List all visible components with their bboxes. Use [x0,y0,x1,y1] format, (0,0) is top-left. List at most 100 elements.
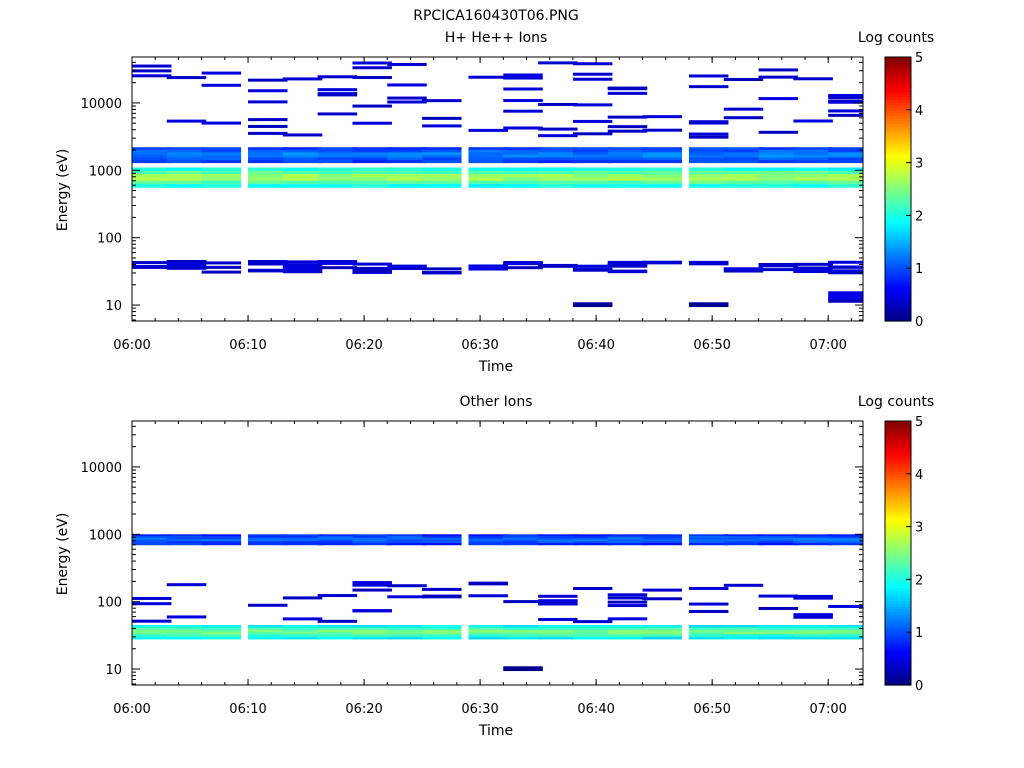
spectrogram-cell [793,627,833,631]
spectrogram-cell [758,174,799,178]
colorbar-swatch [885,59,911,63]
spectrogram-cell [828,298,863,301]
spectrogram-cell [688,305,729,308]
spectrogram-cell [607,536,648,539]
spectrogram-cell [828,154,863,158]
spectrogram-cell [468,636,508,640]
spectrogram-cell [723,536,764,539]
spectrogram-cell [166,154,207,158]
spectrogram-cell [503,667,543,669]
spectrogram-cell [828,296,863,300]
colorbar-swatch [885,545,911,549]
spectrogram-cell [793,636,833,640]
y-tick-label: 1000 [89,528,122,543]
spectrogram-cell [793,174,833,178]
colorbar-swatch [885,537,911,541]
spectrogram-cell [166,259,207,263]
spectrogram-cell [688,609,729,613]
spectrogram-cell [468,542,508,546]
spectrogram-cell [828,293,863,296]
colorbar-swatch [885,558,911,562]
spectrogram-cell [538,152,578,156]
spectrogram-cell [688,135,729,139]
colorbar-swatch [885,236,911,240]
x-tick-label: 06:40 [577,702,614,717]
colorbar-swatch [885,186,911,190]
spectrogram-cell [503,157,543,161]
axis-ticks: 06:00 06:10 06:20 06:30 06:40 06:50 07:00 10 100… [81,421,863,717]
spectrogram-cell [282,627,323,631]
colorbar-swatch [885,136,911,140]
spectrogram-cell [538,627,578,631]
colorbar-swatch [885,257,911,261]
spectrogram-cell [317,152,358,156]
spectrogram-cell [723,627,764,631]
spectrogram-cell [607,541,648,544]
colorbar-swatch [885,563,911,567]
spectrogram-cell [607,625,648,628]
x-tick-label: 06:50 [693,338,730,353]
spectrogram-cell [282,634,323,638]
spectrogram-cell [793,77,833,81]
spectrogram-cell [422,99,462,103]
colorbar-tick-label: 5 [915,415,923,430]
spectrogram-cell [422,625,462,628]
spectrogram-cell [828,265,863,269]
spectrogram-cell [642,261,683,265]
spectrogram-cell [723,269,764,273]
spectrogram-cell [468,147,508,151]
spectrogram-cell [607,593,648,597]
spectrogram-cell [248,183,288,188]
spectrogram-cell [688,636,729,640]
spectrogram-cell [132,174,172,178]
colorbar-swatch [885,72,911,77]
colorbar-swatch [885,579,911,583]
plot-frame [131,56,864,322]
colorbar-swatch [885,508,911,512]
spectrogram-cell [132,619,172,623]
spectrogram-cell [758,170,799,175]
spectrogram-cell [282,174,323,178]
spectrogram-cell [468,157,508,161]
colorbar-swatch [885,613,911,617]
colorbar-swatch [885,484,911,488]
spectrogram-cell [758,627,799,631]
spectrogram-cell [422,174,462,178]
colorbar-tick-label: 4 [915,104,923,119]
spectrogram-cell [723,267,764,271]
spectrogram-cell [642,174,683,178]
spectrogram-cell [723,625,764,628]
spectrogram-cell [503,627,543,631]
spectrogram-cell [642,180,683,185]
spectrogram-cell [607,147,648,151]
spectrogram-cell [607,636,648,640]
colorbar-swatch [885,452,911,456]
spectrogram-cell [468,541,508,544]
spectrogram-cell [387,267,427,271]
spectrogram-cell [352,170,392,175]
spectrogram-cell [132,542,172,546]
colorbar-swatch [885,189,911,193]
spectrogram-cell [503,666,543,668]
colorbar-swatch [885,223,911,227]
spectrogram-cell [572,304,613,306]
colorbar-swatch [885,83,911,87]
spectrogram-cell [572,302,613,305]
spectrogram-cell [387,83,427,87]
spectrogram-cell [572,103,613,107]
spectrogram-cell [387,96,427,100]
x-tick-label: 06:50 [693,702,730,717]
spectrogram-cell [282,133,323,137]
spectrogram-cell [282,629,323,633]
spectrogram-cell [387,537,427,541]
spectrogram-cell [352,636,392,640]
spectrogram-cell [352,167,392,172]
spectrogram-cell [793,536,833,539]
x-tick-label: 07:00 [809,338,846,353]
colorbar-swatch [885,460,911,464]
colorbar-swatch [885,457,911,462]
spectrogram-cell [248,625,288,628]
colorbar-swatch [885,64,911,69]
spectrogram-cell [503,183,543,188]
colorbar-swatch [885,629,911,633]
